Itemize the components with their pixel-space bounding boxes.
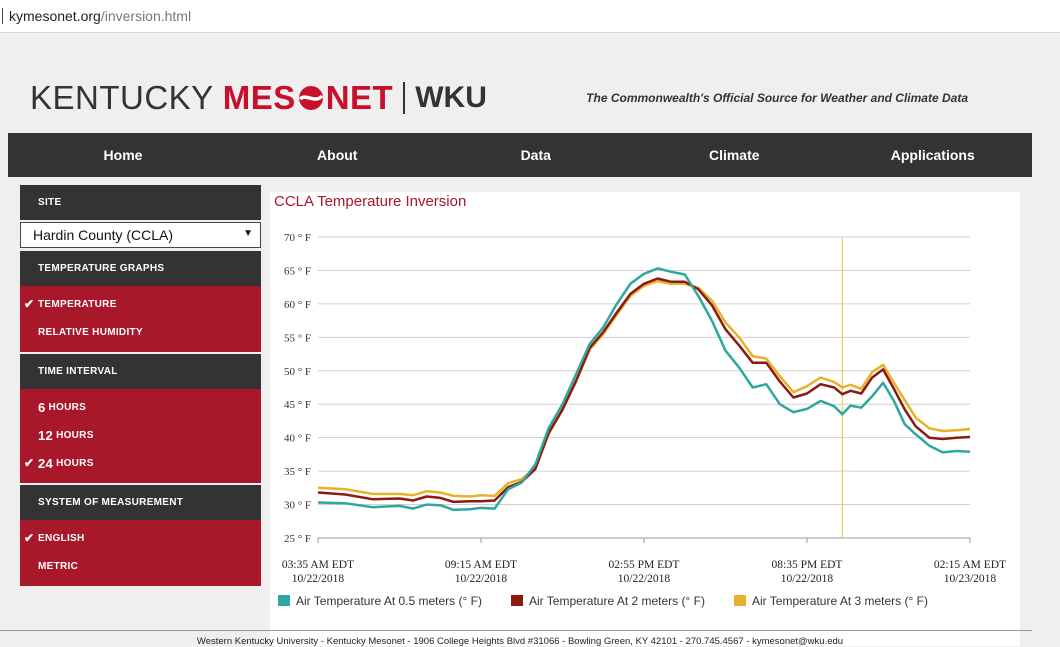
site-logo[interactable]: KENTUCKY MES NET WKU (30, 78, 487, 118)
graphs-heading: TEMPERATURE GRAPHS (20, 251, 261, 286)
x-tick-time-label: 03:35 AM EDT (282, 559, 354, 571)
interval-options: 6 HOURS 12 HOURS ✔ 24 HOURS (20, 389, 261, 483)
y-tick-label: 70 ° F (284, 232, 311, 244)
series-line-3 (317, 279, 971, 498)
logo-mesonet-right: NET (325, 79, 394, 116)
main-nav: Home About Data Climate Applications (8, 133, 1032, 177)
nav-applications[interactable]: Applications (890, 147, 975, 163)
legend-label-1: Air Temperature At 0.5 meters (° F) (296, 594, 482, 608)
option-label: RELATIVE HUMIDITY (38, 326, 143, 338)
logo-kentucky: KENTUCKY (30, 79, 214, 116)
logo-mesonet-left: MES (222, 79, 296, 116)
tagline: The Commonwealth's Official Source for W… (586, 91, 968, 105)
x-tick-time-label: 09:15 AM EDT (445, 559, 517, 571)
url-path: /inversion.html (100, 8, 192, 24)
dropdown-arrow-icon: ▼ (243, 228, 253, 239)
nav-data[interactable]: Data (520, 147, 551, 163)
text-caret (2, 8, 3, 24)
legend-swatch-1 (278, 595, 290, 606)
option-num: 24 (38, 455, 54, 471)
site-select[interactable]: Hardin County (CCLA) ▼ (20, 222, 261, 248)
legend-swatch-2 (511, 595, 523, 606)
nav-about[interactable]: About (317, 147, 358, 163)
y-tick-label: 30 ° F (284, 500, 311, 512)
x-tick-date-label: 10/22/2018 (292, 573, 345, 585)
legend-label-3: Air Temperature At 3 meters (° F) (752, 594, 928, 608)
option-6-hours[interactable]: 6 HOURS (20, 393, 261, 421)
y-tick-label: 35 ° F (284, 466, 311, 478)
check-icon: ✔ (24, 531, 35, 545)
option-label: HOURS (56, 457, 94, 469)
page: KENTUCKY MES NET WKU The Commonwealth's … (0, 34, 1060, 647)
check-icon: ✔ (24, 297, 35, 311)
option-num: 6 (38, 399, 46, 415)
option-24-hours[interactable]: ✔ 24 HOURS (20, 449, 261, 477)
url-text[interactable]: kymesonet.org/inversion.html (9, 8, 191, 24)
x-tick-date-label: 10/22/2018 (781, 573, 834, 585)
browser-address-bar[interactable]: kymesonet.org/inversion.html (0, 0, 1060, 33)
y-tick-label: 40 ° F (284, 433, 311, 445)
series-line-1 (317, 267, 971, 512)
graphs-options: ✔ TEMPERATURE RELATIVE HUMIDITY (20, 286, 261, 352)
legend-swatch-3 (734, 595, 746, 606)
x-tick-date-label: 10/22/2018 (618, 573, 671, 585)
check-icon: ✔ (24, 456, 35, 470)
option-label: ENGLISH (38, 532, 85, 544)
y-tick-label: 60 ° F (284, 299, 311, 311)
option-metric[interactable]: METRIC (20, 552, 261, 580)
url-host: kymesonet.org (9, 8, 101, 24)
y-tick-label: 55 ° F (284, 332, 311, 344)
logo-wku: WKU (415, 81, 487, 114)
series-line-2 (317, 277, 971, 504)
y-tick-label: 25 ° F (284, 533, 311, 545)
logo-divider (403, 82, 406, 114)
option-temperature[interactable]: ✔ TEMPERATURE (20, 290, 261, 318)
mesonet-o-icon (298, 86, 324, 110)
temperature-chart[interactable]: 25 ° F 30 ° F 35 ° F 40 ° F 45 ° F 50 ° F 55 °… (270, 192, 1020, 646)
legend-label-2: Air Temperature At 2 meters (° F) (529, 594, 705, 608)
option-label: HOURS (48, 401, 87, 413)
chart-title: CCLA Temperature Inversion (274, 193, 467, 210)
x-tick-time-label: 08:35 PM EDT (772, 559, 843, 571)
x-tick-date-label: 10/22/2018 (455, 573, 508, 585)
option-label: HOURS (56, 429, 94, 441)
option-12-hours[interactable]: 12 HOURS (20, 421, 261, 449)
option-label: METRIC (38, 560, 79, 572)
chart-panel: 25 ° F 30 ° F 35 ° F 40 ° F 45 ° F 50 ° F 55 °… (270, 192, 1020, 646)
footer-divider (0, 630, 1032, 631)
measure-heading: SYSTEM OF MEASUREMENT (20, 485, 261, 520)
option-label: TEMPERATURE (38, 298, 117, 310)
sidebar: SITE Hardin County (CCLA) ▼ TEMPERATURE … (20, 185, 261, 588)
nav-climate[interactable]: Climate (708, 147, 760, 163)
y-tick-label: 45 ° F (284, 399, 311, 411)
option-english[interactable]: ✔ ENGLISH (20, 524, 261, 552)
site-heading: SITE (20, 185, 261, 220)
y-tick-label: 50 ° F (284, 366, 311, 378)
nav-home[interactable]: Home (103, 147, 143, 163)
y-tick-label: 65 ° F (284, 265, 311, 277)
measure-options: ✔ ENGLISH METRIC (20, 520, 261, 586)
footer-text: Western Kentucky University - Kentucky M… (196, 636, 844, 647)
interval-heading: TIME INTERVAL (20, 354, 261, 389)
x-tick-date-label: 10/23/2018 (944, 573, 997, 585)
option-num: 12 (38, 427, 54, 443)
x-tick-time-label: 02:15 AM EDT (934, 559, 1006, 571)
option-relative-humidity[interactable]: RELATIVE HUMIDITY (20, 318, 261, 346)
x-tick-time-label: 02:55 PM EDT (609, 559, 680, 571)
site-select-value: Hardin County (CCLA) (33, 227, 174, 243)
